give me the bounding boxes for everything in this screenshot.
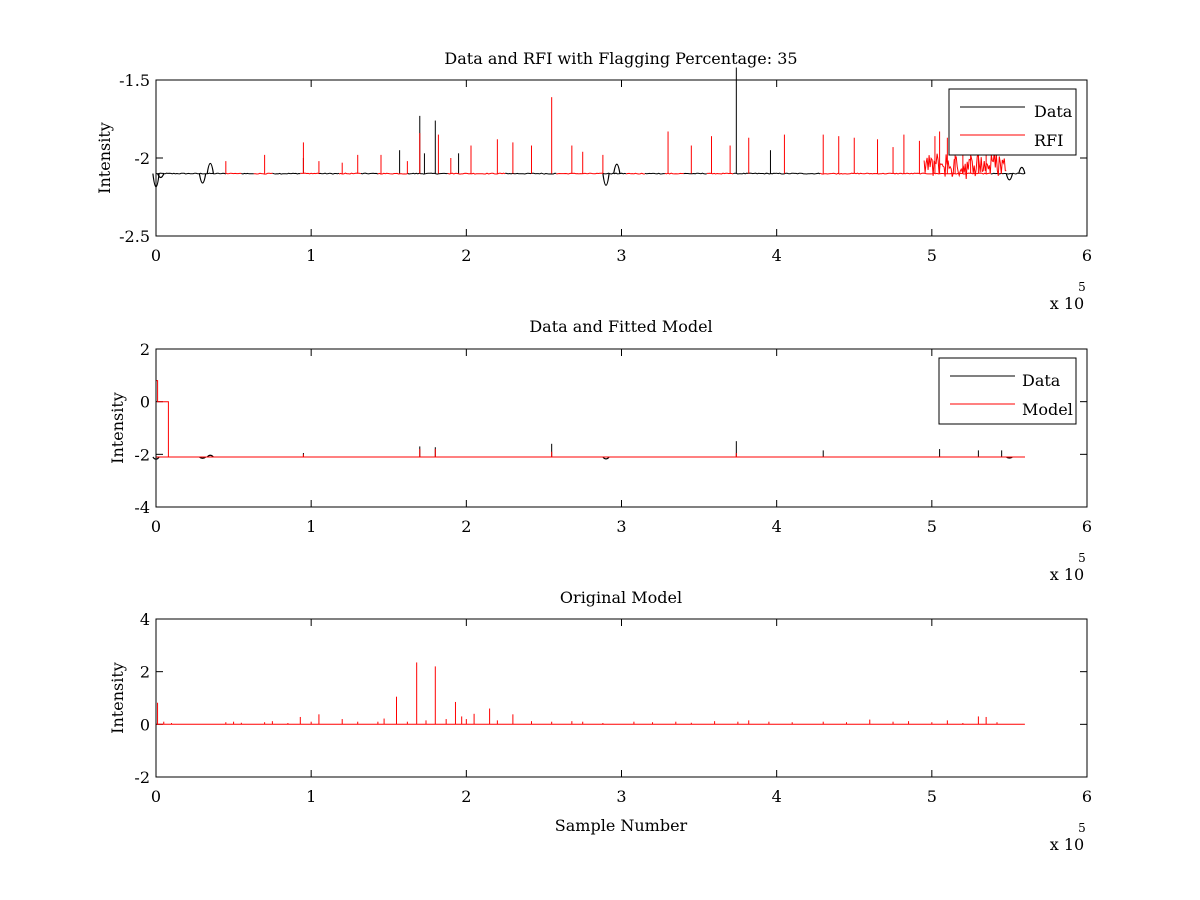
subplot-1-legend-rfi-label: RFI (1034, 131, 1063, 150)
subplot-2-ytick-label: 0 (140, 393, 150, 412)
subplot-3-xtick-label: 1 (306, 787, 316, 806)
subplot-2-legend-model-label: Model (1022, 400, 1073, 419)
subplot-1-data-segment (241, 172, 254, 175)
subplot-2-x-multiplier-exp: 5 (1078, 551, 1086, 565)
subplot-3-xlabel: Sample Number (555, 816, 688, 835)
subplot-1-ytick-label: -2 (134, 149, 150, 168)
subplot-1-series-data (152, 67, 1026, 188)
subplot-1-rfi-segment (447, 172, 506, 175)
subplot-1-data-feature (613, 163, 621, 174)
subplot-3-ytick-label: 2 (140, 663, 150, 682)
subplot-2-ytick-label: -4 (134, 498, 150, 517)
subplot-1-xtick-label: 4 (772, 246, 782, 265)
subplot-1-legend: Data RFI (948, 88, 1077, 156)
subplot-1-title: Data and RFI with Flagging Percentage: 3… (444, 49, 797, 68)
subplot-1-rfi-segment (377, 172, 408, 175)
subplot-1-data-feature (1005, 173, 1014, 181)
subplot-3-xtick-label: 6 (1082, 787, 1092, 806)
subplot-1-data-segment (602, 172, 627, 175)
subplot-2-ytick-label: 2 (140, 340, 150, 359)
subplot-2-title: Data and Fitted Model (529, 317, 712, 336)
subplot-2-xtick-label: 4 (772, 517, 782, 536)
subplot-1-xtick-label: 0 (151, 246, 161, 265)
subplot-1-rfi-segment (556, 172, 603, 175)
subplot-1-data-segment (318, 172, 340, 175)
subplot-1-legend-data-label: Data (1034, 102, 1073, 121)
subplot-3-ytick-label: 4 (140, 610, 150, 629)
subplot-3-series-series (156, 662, 1025, 725)
subplot-1-data-segment (360, 172, 379, 175)
subplot-2-xtick-label: 5 (927, 517, 937, 536)
subplot-2-axes-box (155, 348, 1088, 508)
subplot-1-ytick-label: -1.5 (119, 71, 150, 90)
subplot-2-xtick-label: 3 (616, 517, 626, 536)
subplot-1-data-segment (272, 172, 301, 175)
subplot-2-ytick-label: -2 (134, 445, 150, 464)
subplot-2-legend-data-label: Data (1022, 371, 1061, 390)
subplot-2-xtick-label: 1 (306, 517, 316, 536)
subplot-1-legend-box (948, 88, 1077, 156)
subplot-1-data-feature (198, 173, 207, 184)
subplot-2-data-feature (602, 456, 610, 460)
subplot-1-rfi-segment (819, 172, 991, 175)
subplot-1-data-segment (733, 172, 821, 175)
subplot-3-ylabel: Intensity (108, 662, 127, 734)
subplot-1-x-multiplier-exp: 5 (1078, 280, 1086, 294)
subplot-1: Data and RFI with Flagging Percentage: 3… (95, 49, 1092, 313)
subplot-1-rfi-noise (923, 152, 1007, 180)
subplot-3-ytick-label: 0 (140, 715, 150, 734)
subplot-2-x-multiplier: x 10 (1050, 565, 1084, 584)
subplot-2-xtick-label: 0 (151, 517, 161, 536)
subplot-1-data-feature (1018, 166, 1026, 174)
subplot-1-ytick-label: -2.5 (119, 227, 150, 246)
subplot-2-legend-box (938, 357, 1077, 425)
subplot-1-rfi-segment (338, 172, 361, 175)
subplot-3-xtick-label: 3 (616, 787, 626, 806)
subplot-1-data-segment (407, 172, 448, 175)
subplot-2-ylabel: Intensity (108, 392, 127, 464)
subplot-3-xtick-label: 5 (927, 787, 937, 806)
subplot-1-data-segment (683, 172, 707, 175)
subplot-3-xtick-label: 0 (151, 787, 161, 806)
subplot-1-data-segment (644, 172, 665, 175)
subplot-1-data-feature (157, 173, 165, 179)
subplot-1-rfi-segment (225, 172, 242, 175)
subplot-1-rfi-segment (253, 172, 273, 175)
subplot-1-data-segment (505, 172, 557, 175)
subplot-3-axes-box (155, 618, 1088, 778)
subplot-2: Data and Fitted Model 0 1 2 3 4 5 6 -4 -2 0 2 Inte… (108, 317, 1092, 584)
subplot-1-xtick-label: 3 (616, 246, 626, 265)
subplot-2-data-feature (206, 454, 214, 458)
subplot-2-xtick-label: 6 (1082, 517, 1092, 536)
subplot-1-ylabel: Intensity (95, 122, 114, 194)
subplot-3-x-multiplier-exp: 5 (1078, 821, 1086, 835)
subplot-3-ytick-label: -2 (134, 768, 150, 787)
subplot-1-data-feature (206, 162, 214, 174)
subplot-1-xtick-label: 6 (1082, 246, 1092, 265)
subplot-1-xtick-label: 1 (306, 246, 316, 265)
subplot-1-axes-box (155, 79, 1088, 237)
subplot-1-data-segment (155, 172, 226, 175)
subplot-3-xtick-label: 2 (461, 787, 471, 806)
subplot-1-data-feature (602, 173, 610, 186)
subplot-1-xtick-label: 2 (461, 246, 471, 265)
subplot-3-x-multiplier: x 10 (1050, 835, 1084, 854)
subplot-1-x-multiplier: x 10 (1050, 294, 1084, 313)
subplot-2-xtick-label: 2 (461, 517, 471, 536)
subplot-3-title: Original Model (560, 588, 682, 607)
subplot-1-rfi-segment (626, 172, 645, 175)
subplot-1-xtick-label: 5 (927, 246, 937, 265)
subplot-3-xtick-label: 4 (772, 787, 782, 806)
subplot-2-legend: Data Model (938, 357, 1077, 425)
